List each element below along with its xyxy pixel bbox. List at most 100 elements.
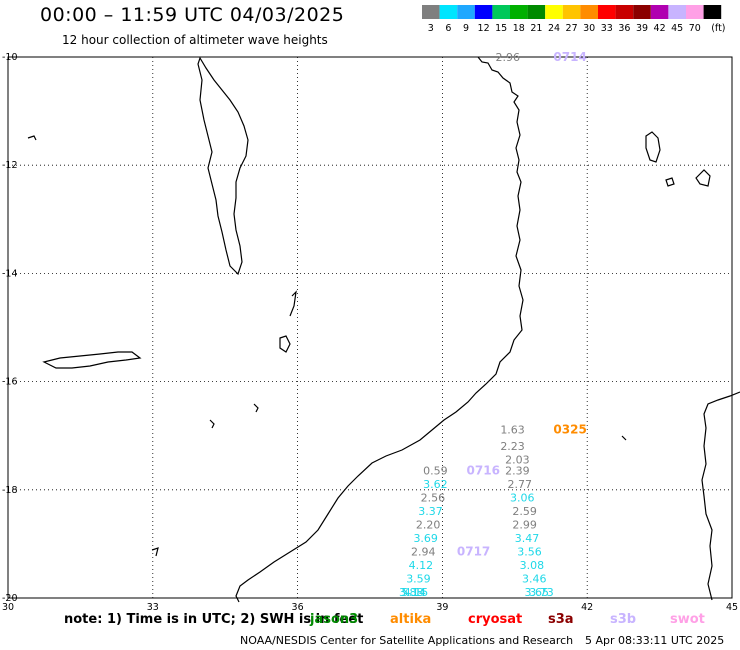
satellite-label: s3b [610, 612, 637, 627]
legend-tick-label: 12 [478, 23, 490, 34]
legend-swatch [615, 5, 634, 19]
pass-time-label: 0717 [457, 544, 490, 558]
legend-tick-label: 18 [513, 23, 525, 34]
swh-value-label: 3.08 [520, 559, 545, 572]
legend-tick-label: 24 [548, 23, 560, 34]
pass-time-label: 0716 [467, 463, 500, 477]
longitude-tick-label: 36 [292, 602, 304, 613]
legend-tick-label: 70 [689, 23, 701, 34]
color-legend: 3 6 9 12 15 18 21 24 27 30 33 36 39 42 45 70 (ft) [422, 5, 726, 34]
legend-tick-label: 27 [566, 23, 578, 34]
river-mark-4 [151, 547, 159, 557]
swh-value-label: 2.23 [500, 440, 525, 453]
legend-tick-label: 36 [618, 23, 630, 34]
latitude-tick-label: -18 [2, 485, 18, 496]
swh-value-label: 3.73 [529, 586, 554, 599]
swh-value-label: 4.15 [404, 586, 429, 599]
footer-note: note: 1) Time is in UTC; 2) SWH is in fe… [64, 612, 364, 627]
swh-value-label: 3.59 [406, 572, 431, 585]
swh-value-label: 3.47 [515, 532, 540, 545]
island-comoros [645, 131, 661, 163]
latitude-tick-label: -20 [2, 593, 18, 604]
mainland-coastline [235, 56, 524, 603]
legend-tick-label: 45 [671, 23, 683, 34]
longitude-tick-label: 30 [2, 602, 14, 613]
satellite-label: altika [390, 612, 432, 627]
legend-tick-label: 39 [636, 23, 648, 34]
latitude-tick-label: -10 [2, 52, 18, 63]
swh-value-label: 5.14 [401, 586, 426, 599]
legend-swatch [562, 5, 581, 19]
latitude-tick-label: -14 [2, 268, 18, 279]
swh-value-label: 2.56 [421, 491, 446, 504]
river-mark-2 [253, 403, 259, 413]
legend-tick-label: 21 [530, 23, 542, 34]
swh-value-label: 1.63 [500, 424, 525, 437]
longitude-tick-label: 45 [726, 602, 738, 613]
swh-value-label: 2.77 [508, 478, 533, 491]
satellite-label: jason3 [310, 612, 359, 627]
swh-value-label: 2.94 [411, 545, 436, 558]
legend-tick-label: 6 [445, 23, 451, 34]
swh-value-label: 2.03 [505, 453, 530, 466]
inlet-mark-2 [621, 435, 627, 441]
latitude-tick-label: -16 [2, 377, 18, 388]
satellite-label: swot [670, 612, 705, 627]
swh-value-label: 2.99 [512, 518, 537, 531]
map-subtitle: 12 hour collection of altimeter wave hei… [62, 33, 328, 47]
longitude-tick-label: 33 [147, 602, 159, 613]
coastline [27, 56, 740, 603]
satellite-label: cryosat [468, 612, 523, 627]
generated-timestamp: 5 Apr 08:33:11 UTC 2025 [585, 634, 725, 647]
map-grid [7, 56, 733, 599]
pass-time-label: 0714 [553, 50, 586, 64]
legend-unit: (ft) [711, 23, 725, 34]
legend-swatch [668, 5, 686, 19]
legend-swatch [492, 5, 510, 19]
legend-swatch [633, 5, 651, 19]
legend-swatch [650, 5, 669, 19]
swh-value-label: 3.37 [418, 505, 443, 518]
swh-value-label: 3.62 [423, 478, 448, 491]
longitude-tick-label: 42 [581, 602, 593, 613]
longitude-tick-label: 39 [436, 602, 448, 613]
inlet-mark-1 [27, 135, 37, 141]
legend-swatch [598, 5, 616, 19]
swh-value-label: 2.39 [505, 464, 530, 477]
lake-cahora-bassa [42, 351, 142, 369]
legend-swatch [686, 5, 704, 19]
satellite-label: s3a [548, 612, 574, 627]
map-frame [7, 56, 733, 599]
legend-tick-label: 33 [601, 23, 613, 34]
swh-value-label: 2.59 [512, 505, 537, 518]
legend-swatch [703, 5, 722, 19]
island-small-2 [665, 177, 675, 187]
legend-swatch [580, 5, 598, 19]
map-title: 00:00 – 11:59 UTC 04/03/2025 [40, 4, 345, 26]
lake-small-1 [279, 335, 291, 353]
swh-value-label: 3.69 [413, 532, 438, 545]
credit-line: NOAA/NESDIS Center for Satellite Applica… [240, 634, 574, 647]
axis-labels: 30 33 36 39 42 45 -10 -12 -14 -16 -18 -20 [2, 52, 738, 613]
legend-swatch [527, 5, 546, 19]
swh-value-label: 0.59 [423, 464, 448, 477]
legend-swatch [457, 5, 475, 19]
legend-tick-label: 30 [583, 23, 595, 34]
legend-tick-label: 9 [463, 23, 469, 34]
swh-value-label: 2.20 [416, 518, 441, 531]
swh-value-label: 2.96 [495, 51, 520, 64]
river-mark-1 [289, 290, 297, 317]
island-small-1 [695, 169, 711, 187]
swh-value-label: 3.06 [510, 491, 535, 504]
madagascar-coastline [701, 391, 740, 601]
legend-tick-label: 15 [495, 23, 507, 34]
observations-layer: 2.96 1.63 2.232.032.392.773.062.592.993.47… [399, 50, 587, 599]
legend-tick-label: 3 [428, 23, 434, 34]
legend-swatch [439, 5, 458, 19]
swh-value-label: 3.65 [524, 586, 549, 599]
legend-swatch [474, 5, 493, 19]
river-mark-3 [209, 419, 215, 429]
swh-value-label: 3.56 [517, 545, 542, 558]
legend-swatch [545, 5, 563, 19]
